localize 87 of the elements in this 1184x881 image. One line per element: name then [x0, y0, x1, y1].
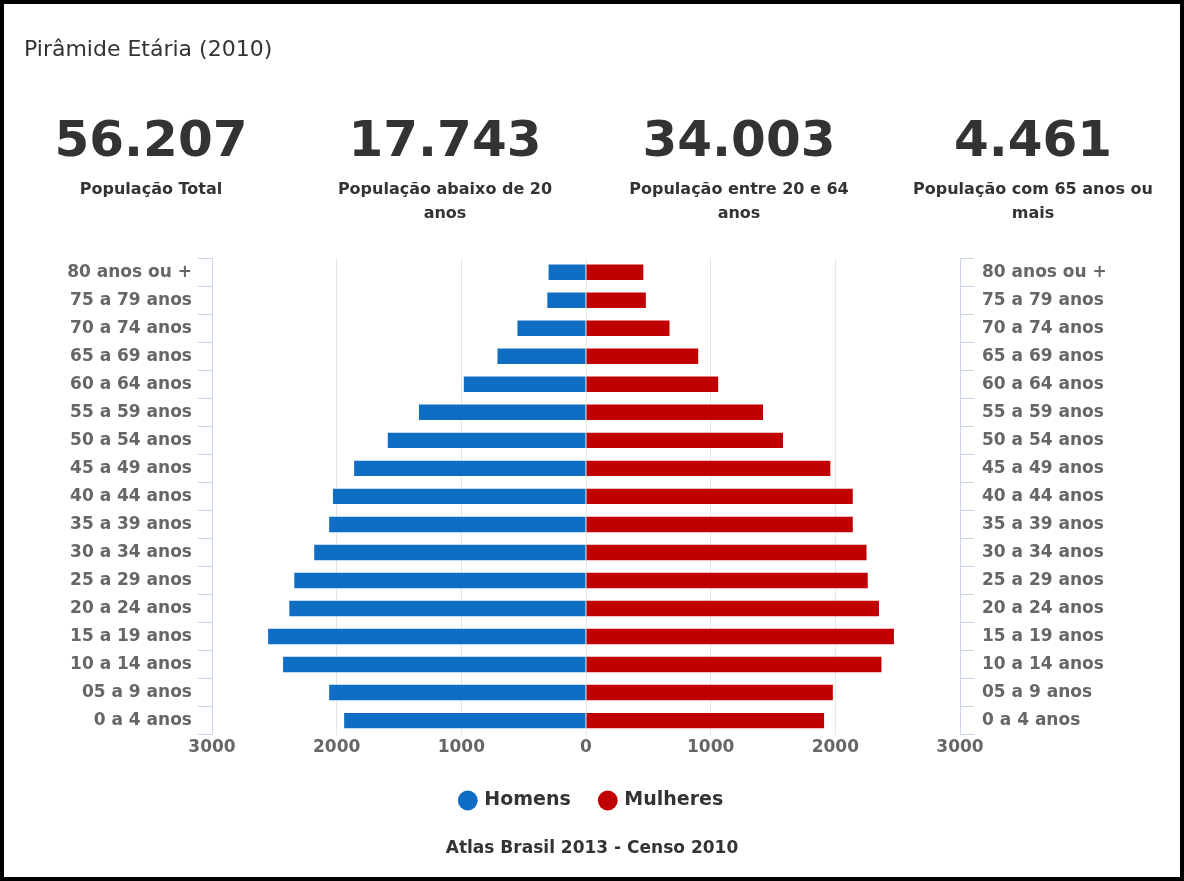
bar [586, 348, 699, 364]
y-tick-label: 80 anos ou + [67, 260, 192, 281]
text: 17.743 [347, 109, 543, 169]
bar [586, 656, 882, 673]
y2-tick-label: 25 a 29 anos [982, 568, 1104, 589]
text: Pirâmide Etária (2010) [24, 36, 273, 61]
bar [497, 348, 586, 364]
y2-tick-label: 05 a 9 anos [982, 680, 1093, 701]
bar [387, 432, 586, 449]
text: 34.003 [641, 109, 837, 169]
bar [329, 516, 586, 533]
bar [418, 404, 586, 421]
bar [586, 320, 670, 336]
y2-tick-label: 50 a 54 anos [982, 428, 1104, 449]
bar [294, 572, 586, 589]
bar [517, 320, 586, 336]
bar [586, 460, 831, 477]
bar [548, 264, 586, 280]
bar [354, 460, 586, 477]
y-tick-label: 55 a 59 anos [70, 400, 192, 421]
y2-tick-label: 75 a 79 anos [982, 288, 1104, 309]
text: População com 65 anos ou mais [913, 178, 1153, 224]
y2-tick-label: 35 a 39 anos [982, 512, 1104, 533]
y-tick-label: 20 a 24 anos [70, 596, 192, 617]
bar [586, 432, 783, 449]
y-tick-label: 35 a 39 anos [70, 512, 192, 533]
bar [586, 712, 825, 729]
bar [463, 376, 586, 393]
text: Atlas Brasil 2013 - Censo 2010 [444, 837, 740, 857]
bar [586, 404, 764, 421]
text: 56.207 [53, 109, 249, 169]
bar [586, 264, 644, 280]
legend-label: Mulheres [624, 787, 724, 810]
y2-tick-label: 70 a 74 anos [982, 316, 1104, 337]
bar [586, 488, 853, 505]
bar [586, 516, 853, 533]
x-tick-label: 3000 [188, 736, 236, 757]
bar [586, 544, 867, 561]
y-tick-label: 25 a 29 anos [70, 568, 192, 589]
x-tick-label: 2000 [313, 736, 361, 757]
bar [586, 376, 719, 393]
bar [586, 292, 646, 308]
y-tick-label: 65 a 69 anos [70, 344, 192, 365]
bar [283, 656, 586, 673]
legend-label: Homens [484, 787, 571, 810]
y-tick-label: 40 a 44 anos [70, 484, 192, 505]
y-tick-label: 50 a 54 anos [70, 428, 192, 449]
bar [268, 628, 586, 645]
bar [586, 572, 868, 589]
y2-tick-label: 30 a 34 anos [982, 540, 1104, 561]
bar [586, 628, 894, 645]
bar [314, 544, 586, 561]
bar [547, 292, 586, 308]
y-tick-label: 75 a 79 anos [70, 288, 192, 309]
y-tick-label: 05 a 9 anos [81, 680, 192, 701]
y2-tick-label: 45 a 49 anos [982, 456, 1104, 477]
y2-tick-label: 10 a 14 anos [982, 652, 1104, 673]
y-tick-label: 45 a 49 anos [70, 456, 192, 477]
y-tick-label: 0 a 4 anos [93, 709, 192, 730]
bar [586, 600, 879, 617]
y-tick-label: 70 a 74 anos [70, 316, 192, 337]
y2-tick-label: 60 a 64 anos [982, 372, 1104, 393]
x-tick-label: 0 [580, 736, 593, 757]
y2-tick-label: 65 a 69 anos [982, 344, 1104, 365]
y2-tick-label: 55 a 59 anos [982, 400, 1104, 421]
y-tick-label: 60 a 64 anos [70, 372, 192, 393]
y-tick-label: 30 a 34 anos [70, 540, 192, 561]
text: População abaixo de 20 anos [336, 178, 554, 224]
y2-tick-label: 0 a 4 anos [982, 709, 1081, 730]
y-tick-label: 15 a 19 anos [70, 624, 192, 645]
bar [329, 684, 586, 701]
y2-tick-label: 80 anos ou + [982, 260, 1107, 281]
bar [586, 684, 833, 701]
y2-tick-label: 15 a 19 anos [982, 624, 1104, 645]
x-tick-label: 2000 [811, 736, 860, 757]
bar [344, 712, 586, 729]
x-tick-label: 3000 [936, 736, 984, 757]
bar [289, 600, 586, 617]
text: População Total [78, 178, 224, 200]
x-tick-label: 1000 [687, 736, 735, 757]
y2-tick-label: 40 a 44 anos [982, 484, 1104, 505]
text: 4.461 [952, 109, 1114, 169]
y2-tick-label: 20 a 24 anos [982, 596, 1104, 617]
x-tick-label: 1000 [437, 736, 486, 757]
text: População entre 20 e 64 anos [628, 178, 850, 224]
bar [332, 488, 586, 505]
y-tick-label: 10 a 14 anos [70, 652, 192, 673]
